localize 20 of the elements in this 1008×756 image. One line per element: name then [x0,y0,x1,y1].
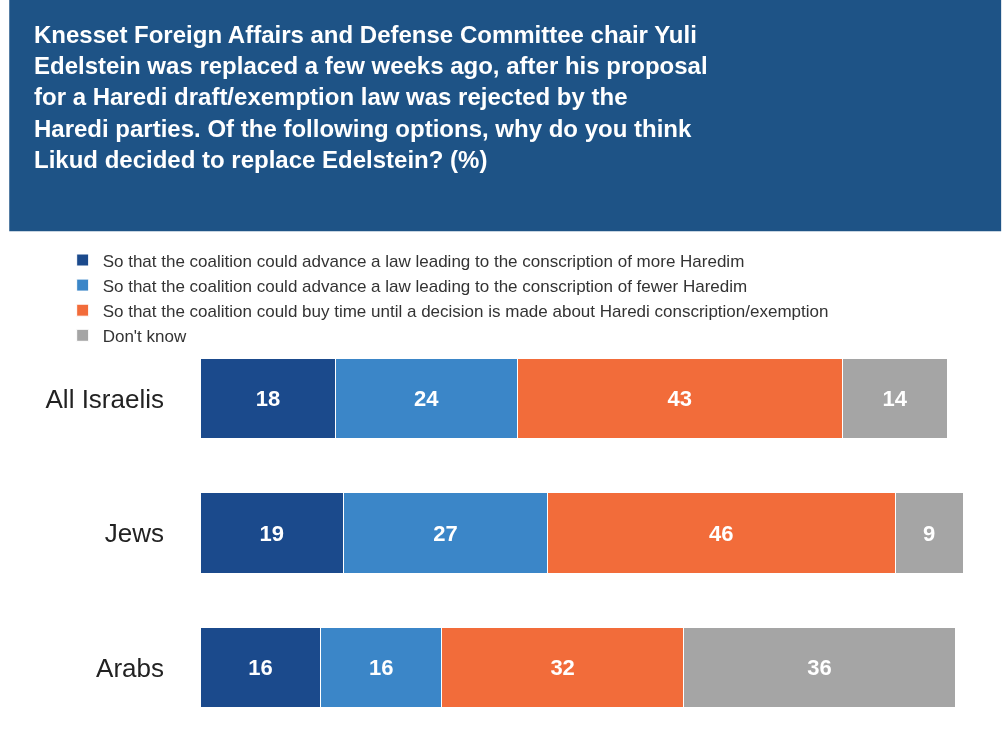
data-label: 32 [550,655,575,681]
legend-label: So that the coalition could advance a law leading to the conscription of more Haredim [102,251,745,271]
data-label: 16 [248,655,273,681]
data-label: 24 [414,385,440,411]
y-tick-label: Jews [104,518,164,549]
legend-label: So that the coalition could advance a law leading to the conscription of fewer Haredim [102,276,748,296]
data-label: 36 [807,655,832,681]
data-label: 46 [709,520,734,546]
data-label: 9 [922,520,936,546]
legend-label: So that the coalition could buy time until a decision is made about Haredi conscription/exemption [102,301,829,321]
data-label: 19 [259,520,285,546]
legend-label: Don't know [102,326,187,346]
y-tick-label: Arabs [96,652,164,683]
data-label: 14 [882,385,908,411]
data-label: 27 [433,520,458,546]
chart-title: Knesset Foreign Affairs and Defense Committee chair Yuli Edelstein was replaced a few weeks ago, after his proposal for a Haredi draft/exemption law was rejected by the Haredi parties. Of the following options, why do you think Likud decided to replace Edelstein? (%) [34,21,708,173]
data-label: 18 [255,385,281,411]
data-label: 16 [369,655,394,681]
y-tick-label: All Israelis [45,383,164,414]
data-label: 43 [667,385,692,411]
